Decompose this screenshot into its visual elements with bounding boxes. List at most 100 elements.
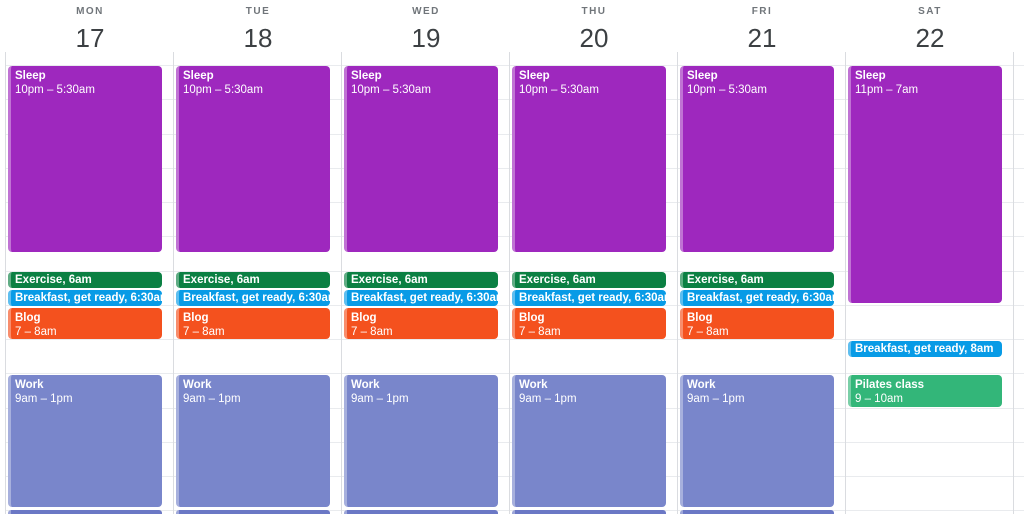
event-time: 10pm – 5:30am	[15, 84, 95, 96]
event-afternoon-partial[interactable]	[176, 510, 330, 514]
event-blog[interactable]: Blog 7 – 8am	[680, 308, 834, 339]
hour-gridline	[5, 65, 1024, 66]
event-sleep[interactable]: Sleep 11pm – 7am	[848, 66, 1002, 303]
event-breakfast[interactable]: Breakfast, get ready, 6:30am	[8, 290, 162, 306]
event-title: Sleep	[519, 70, 550, 82]
day-number[interactable]: 21	[747, 23, 777, 53]
event-sleep[interactable]: Sleep 10pm – 5:30am	[176, 66, 330, 252]
event-afternoon-partial[interactable]	[512, 510, 666, 514]
day-number[interactable]: 22	[915, 23, 945, 53]
event-time: 11pm – 7am	[855, 84, 919, 96]
day-gridline	[509, 52, 510, 514]
event-time: 7 – 8am	[183, 326, 225, 338]
event-breakfast[interactable]: Breakfast, get ready, 6:30am	[344, 290, 498, 306]
day-gridline	[677, 52, 678, 514]
event-breakfast[interactable]: Breakfast, get ready, 6:30am	[176, 290, 330, 306]
event-breakfast[interactable]: Breakfast, get ready, 6:30am	[680, 290, 834, 306]
event-exercise[interactable]: Exercise, 6am	[680, 272, 834, 288]
event-sleep[interactable]: Sleep 10pm – 5:30am	[512, 66, 666, 252]
day-gridline	[845, 52, 846, 514]
event-title: Work	[351, 379, 380, 391]
event-title: Sleep	[183, 70, 214, 82]
event-blog[interactable]: Blog 7 – 8am	[512, 308, 666, 339]
event-breakfast[interactable]: Breakfast, get ready, 8am	[848, 341, 1002, 357]
day-column-mon[interactable]: Sleep 10pm – 5:30am Exercise, 6am Breakf…	[6, 0, 174, 514]
event-time: 9am – 1pm	[15, 393, 73, 405]
event-label: Exercise, 6am	[15, 274, 92, 286]
event-time: 10pm – 5:30am	[519, 84, 599, 96]
day-number[interactable]: 17	[75, 23, 105, 53]
event-blog[interactable]: Blog 7 – 8am	[344, 308, 498, 339]
event-exercise[interactable]: Exercise, 6am	[344, 272, 498, 288]
event-time: 7 – 8am	[15, 326, 57, 338]
event-exercise[interactable]: Exercise, 6am	[512, 272, 666, 288]
event-blog[interactable]: Blog 7 – 8am	[176, 308, 330, 339]
event-work[interactable]: Work 9am – 1pm	[176, 375, 330, 507]
day-gridline	[341, 52, 342, 514]
event-work[interactable]: Work 9am – 1pm	[344, 375, 498, 507]
event-time: 10pm – 5:30am	[351, 84, 431, 96]
day-header-tue: TUE 18	[174, 5, 342, 57]
day-gridline	[173, 52, 174, 514]
event-exercise[interactable]: Exercise, 6am	[176, 272, 330, 288]
day-name: TUE	[245, 6, 271, 17]
day-number[interactable]: 20	[579, 23, 609, 53]
day-name: FRI	[751, 6, 773, 17]
event-label: Breakfast, get ready, 6:30am	[519, 292, 666, 304]
day-header-sat: SAT 22	[846, 5, 1014, 57]
event-work[interactable]: Work 9am – 1pm	[512, 375, 666, 507]
event-title: Work	[687, 379, 716, 391]
event-time: 7 – 8am	[351, 326, 393, 338]
day-number[interactable]: 19	[411, 23, 441, 53]
event-time: 7 – 8am	[687, 326, 729, 338]
day-number[interactable]: 18	[243, 23, 273, 53]
event-time: 9 – 10am	[855, 393, 903, 405]
event-title: Work	[15, 379, 44, 391]
event-label: Breakfast, get ready, 8am	[855, 343, 994, 355]
day-gridline	[1013, 52, 1014, 514]
day-column-tue[interactable]: Sleep 10pm – 5:30am Exercise, 6am Breakf…	[174, 0, 342, 514]
day-header-wed: WED 19	[342, 5, 510, 57]
day-name: WED	[412, 6, 440, 17]
day-name: MON	[76, 6, 104, 17]
event-title: Blog	[15, 312, 41, 324]
event-title: Blog	[183, 312, 209, 324]
event-time: 10pm – 5:30am	[687, 84, 767, 96]
day-column-sat[interactable]: Sleep 11pm – 7am Breakfast, get ready, 8…	[846, 0, 1014, 514]
day-column-wed[interactable]: Sleep 10pm – 5:30am Exercise, 6am Breakf…	[342, 0, 510, 514]
event-label: Breakfast, get ready, 6:30am	[15, 292, 162, 304]
event-title: Blog	[351, 312, 377, 324]
event-title: Work	[519, 379, 548, 391]
event-title: Blog	[519, 312, 545, 324]
event-breakfast[interactable]: Breakfast, get ready, 6:30am	[512, 290, 666, 306]
event-pilates[interactable]: Pilates class 9 – 10am	[848, 375, 1002, 407]
event-afternoon-partial[interactable]	[344, 510, 498, 514]
event-time: 9am – 1pm	[687, 393, 745, 405]
event-label: Exercise, 6am	[183, 274, 260, 286]
event-work[interactable]: Work 9am – 1pm	[8, 375, 162, 507]
event-sleep[interactable]: Sleep 10pm – 5:30am	[680, 66, 834, 252]
event-title: Pilates class	[855, 379, 925, 391]
day-column-thu[interactable]: Sleep 10pm – 5:30am Exercise, 6am Breakf…	[510, 0, 678, 514]
event-time: 9am – 1pm	[183, 393, 241, 405]
event-time: 10pm – 5:30am	[183, 84, 263, 96]
event-title: Sleep	[687, 70, 718, 82]
event-blog[interactable]: Blog 7 – 8am	[8, 308, 162, 339]
event-title: Work	[183, 379, 212, 391]
event-label: Breakfast, get ready, 6:30am	[687, 292, 834, 304]
day-column-fri[interactable]: Sleep 10pm – 5:30am Exercise, 6am Breakf…	[678, 0, 846, 514]
event-title: Sleep	[855, 70, 886, 82]
event-title: Blog	[687, 312, 713, 324]
hour-gridline	[5, 373, 1024, 374]
event-afternoon-partial[interactable]	[680, 510, 834, 514]
event-label: Exercise, 6am	[687, 274, 764, 286]
event-afternoon-partial[interactable]	[8, 510, 162, 514]
event-exercise[interactable]: Exercise, 6am	[8, 272, 162, 288]
event-work[interactable]: Work 9am – 1pm	[680, 375, 834, 507]
event-label: Exercise, 6am	[519, 274, 596, 286]
event-sleep[interactable]: Sleep 10pm – 5:30am	[344, 66, 498, 252]
event-time: 9am – 1pm	[351, 393, 409, 405]
event-label: Breakfast, get ready, 6:30am	[183, 292, 330, 304]
event-sleep[interactable]: Sleep 10pm – 5:30am	[8, 66, 162, 252]
